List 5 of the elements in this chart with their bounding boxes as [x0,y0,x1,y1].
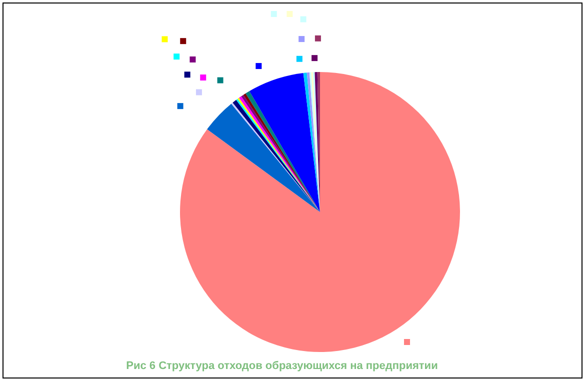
pie-slice [303,72,320,212]
pie-slice [207,104,320,212]
pie-slice [180,72,460,352]
text: Рис 6 Структура отходов образующихся на предприятии [126,360,438,372]
pie-slice [249,73,320,212]
